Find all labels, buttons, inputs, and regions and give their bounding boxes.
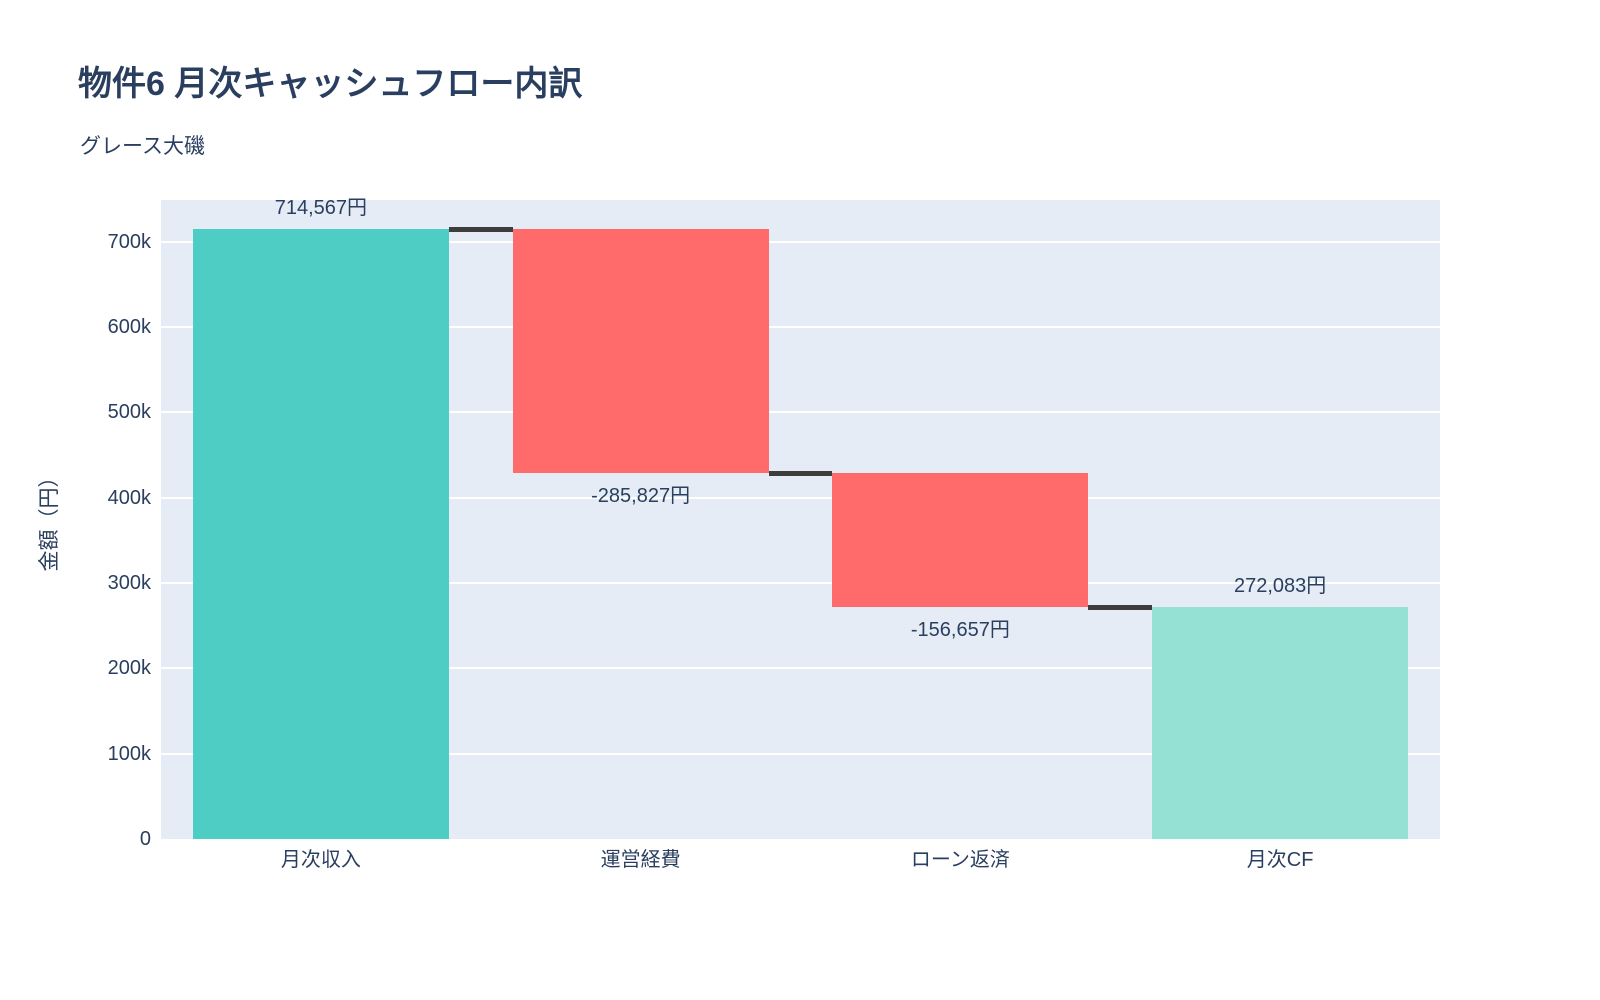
y-tick-label: 400k <box>107 486 151 509</box>
x-tick-label: 運営経費 <box>600 849 681 871</box>
gridline <box>161 326 1440 329</box>
x-tick-label: ローン返済 <box>910 849 1010 871</box>
waterfall-bar[interactable] <box>512 229 769 474</box>
connector-line <box>1088 604 1153 610</box>
gridline <box>161 496 1440 499</box>
waterfall-bar[interactable] <box>192 229 449 839</box>
y-tick-label: 300k <box>107 572 151 595</box>
bar-value-label: -156,657円 <box>910 618 1010 641</box>
bar-value-label: 272,083円 <box>1233 574 1327 597</box>
chart-subtitle: グレース大磯 <box>80 135 205 158</box>
gridline <box>161 752 1440 755</box>
y-axis-title: 金額（円） <box>38 466 61 572</box>
gridline <box>161 240 1440 243</box>
connector-line <box>448 227 513 233</box>
y-tick-label: 0 <box>139 828 151 850</box>
plot-area: 714,567円 -285,827円 -156,657円 272,083円 <box>161 197 1440 839</box>
y-tick-label: 500k <box>107 401 151 424</box>
y-tick-label: 200k <box>107 657 151 680</box>
connector-line <box>768 471 833 477</box>
x-tick-label: 月次収入 <box>280 849 361 871</box>
waterfall-bar[interactable] <box>1152 606 1409 839</box>
y-tick-label: 700k <box>107 230 151 253</box>
x-tick-label: 月次CF <box>1246 849 1314 871</box>
chart-title: 物件6 月次キャッシュフロー内訳 <box>78 65 583 103</box>
gridline <box>161 667 1440 670</box>
gridline <box>161 582 1440 585</box>
waterfall-bar[interactable] <box>832 473 1089 607</box>
y-tick-label: 600k <box>107 316 151 339</box>
gridline <box>161 411 1440 414</box>
bar-value-label: -285,827円 <box>591 485 691 508</box>
bar-value-label: 714,567円 <box>274 197 368 220</box>
y-tick-label: 100k <box>107 742 151 765</box>
